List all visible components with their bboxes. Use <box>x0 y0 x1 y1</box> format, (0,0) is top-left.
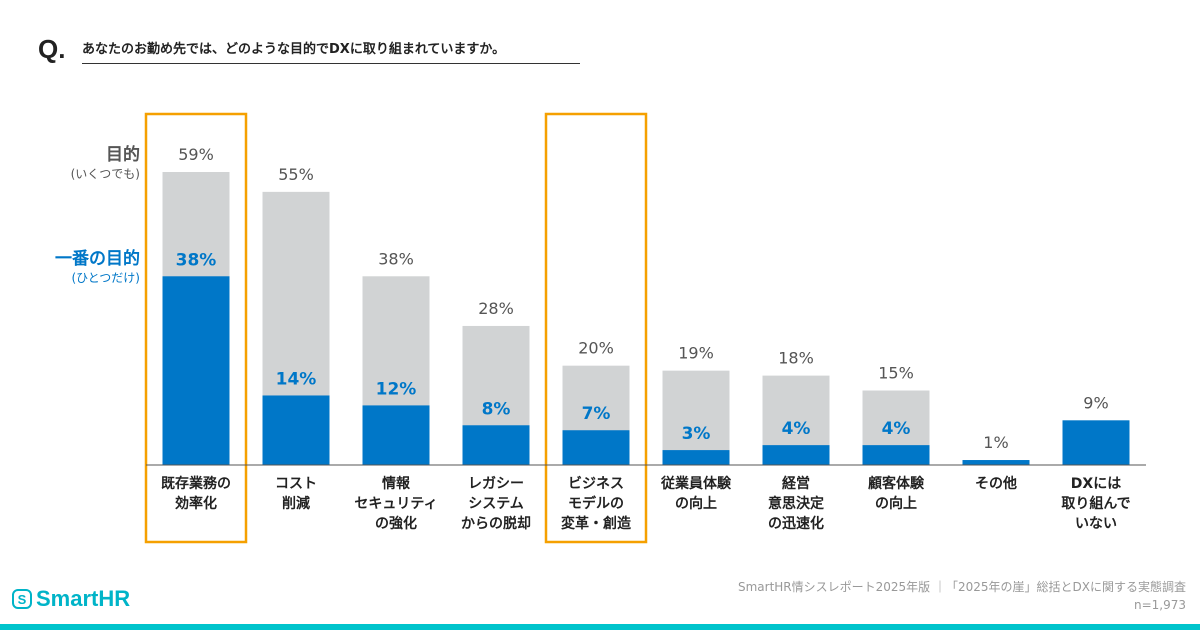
label-top: 38% <box>176 250 217 270</box>
bar-top <box>1062 420 1130 465</box>
category-label: ビジネス <box>568 476 624 492</box>
legend-all-label: 目的 <box>106 145 140 165</box>
footer: SmartHR情シスレポート2025年版 ｜「2025年の崖」総括とDXに関する… <box>738 578 1186 614</box>
category-label: DXには <box>1071 476 1121 492</box>
category-label: 変革・創造 <box>561 515 631 532</box>
legend-top-label: 一番の目的 <box>55 249 140 269</box>
category-label: 削減 <box>282 495 310 512</box>
label-top: 12% <box>376 379 417 399</box>
bottom-accent-bar <box>0 624 1200 630</box>
sample-size: n=1,973 <box>1133 598 1186 612</box>
source-text: SmartHR情シスレポート2025年版 ｜「2025年の崖」総括とDXに関する… <box>737 580 1186 594</box>
category-label: コスト <box>275 476 317 492</box>
category-label: その他 <box>975 475 1017 492</box>
label-top: 8% <box>482 399 511 419</box>
smarthr-logo: S SmartHR <box>12 586 130 612</box>
legend-all-sub: (いくつでも) <box>70 167 140 181</box>
bar-top <box>562 430 630 465</box>
question-text: あなたのお勤め先では、どのような目的でDXに取り組まれていますか。 <box>82 38 580 64</box>
category-label: セキュリティ <box>354 496 437 512</box>
label-all: 15% <box>878 364 914 383</box>
label-all: 19% <box>678 344 714 363</box>
logo-mark-icon: S <box>12 589 32 609</box>
bar-top <box>662 450 730 465</box>
bar-top <box>262 395 330 465</box>
logo-text: SmartHR <box>36 586 131 611</box>
category-label: 意思決定 <box>768 495 824 512</box>
category-label: レガシー <box>468 476 524 492</box>
label-all: 18% <box>778 349 814 368</box>
category-label: からの脱却 <box>461 515 531 532</box>
label-all: 20% <box>578 339 614 358</box>
bar-all <box>662 370 730 465</box>
category-label: いない <box>1075 516 1117 532</box>
question-mark: Q. <box>38 34 66 64</box>
label-top: 7% <box>582 404 611 424</box>
bar-all <box>962 460 1030 465</box>
label-all: 55% <box>278 165 314 184</box>
category-label: 取り組んで <box>1061 495 1130 512</box>
legend-top: 一番の目的 (ひとつだけ) <box>55 244 140 286</box>
label-all: 59% <box>178 145 214 164</box>
bar-top <box>162 276 230 465</box>
label-all: 9% <box>1083 393 1108 412</box>
category-label: モデルの <box>568 495 624 512</box>
category-label: 経営 <box>782 475 810 492</box>
category-label: 既存業務の <box>161 475 231 492</box>
bar-top <box>462 425 530 465</box>
category-label: 顧客体験 <box>868 475 925 492</box>
legend-top-sub: (ひとつだけ) <box>71 271 140 285</box>
category-label: 効率化 <box>175 495 217 512</box>
bar-top <box>362 405 430 465</box>
category-label: の強化 <box>375 515 417 532</box>
bar-top <box>762 445 830 465</box>
category-label: の向上 <box>875 495 917 512</box>
bar-top <box>862 445 930 465</box>
highlight-box <box>544 112 648 544</box>
category-label: システム <box>468 496 524 512</box>
label-top: 14% <box>276 369 317 389</box>
label-top: 4% <box>782 419 811 439</box>
highlight-box <box>144 112 248 544</box>
category-label: の向上 <box>675 495 717 512</box>
category-label: 情報 <box>382 475 411 492</box>
category-label: 従業員体験 <box>660 475 732 492</box>
label-top: 4% <box>882 419 911 439</box>
label-all: 1% <box>983 433 1008 452</box>
category-label: の迅速化 <box>768 515 824 532</box>
legend-all: 目的 (いくつでも) <box>71 140 140 182</box>
label-all: 38% <box>378 249 414 268</box>
label-all: 28% <box>478 299 514 318</box>
label-top: 3% <box>682 424 711 444</box>
